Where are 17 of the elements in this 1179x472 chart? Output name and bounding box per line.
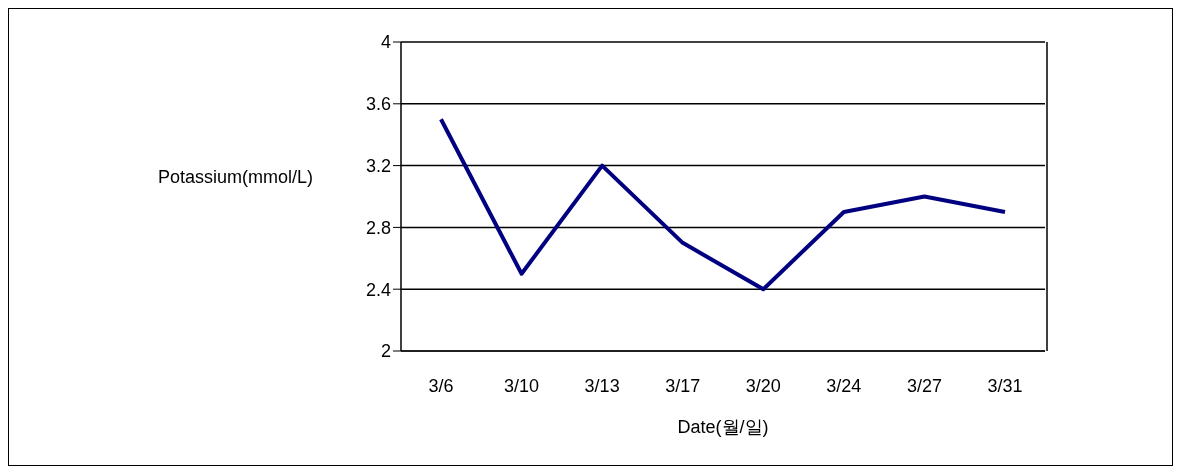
x-tick-label: 3/10 [504, 375, 540, 396]
x-tick-label: 3/24 [826, 375, 862, 396]
y-tick-label: 2 [380, 341, 391, 362]
x-tick-label: 3/20 [745, 375, 781, 396]
line-series [439, 117, 1007, 292]
y-tick-label: 4 [380, 32, 391, 53]
y-tick-label: 3.2 [365, 155, 391, 176]
x-tick-label: 3/31 [987, 375, 1023, 396]
x-tick-label: 3/6 [428, 375, 454, 396]
y-tick-label: 3.6 [365, 94, 391, 115]
y-axis-title: Potassium(mmol/L) [157, 166, 313, 187]
y-tick-label: 2.4 [365, 279, 391, 300]
x-tick-label: 3/27 [906, 375, 942, 396]
x-tick-label: 3/13 [584, 375, 620, 396]
y-tick-label: 2.8 [365, 217, 391, 238]
x-axis-title: Date(월/일) [677, 417, 769, 437]
x-tick-label: 3/17 [665, 375, 701, 396]
